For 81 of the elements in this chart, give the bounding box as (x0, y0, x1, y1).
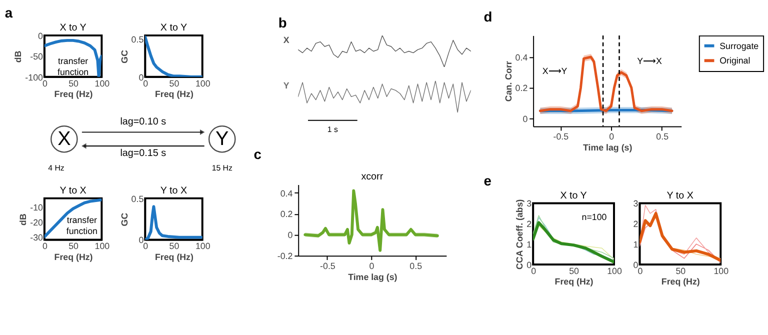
y-tick-label: 0 (288, 230, 293, 240)
annotation: n=100 (582, 212, 607, 222)
x-tick-label: 50 (68, 241, 79, 252)
series-label: X (283, 35, 290, 46)
x-axis-title: Freq (Hz) (554, 276, 594, 287)
text: 1 s (327, 125, 338, 134)
legend-label: Original (720, 56, 750, 66)
text: b (278, 14, 287, 31)
x-tick-label: 100 (714, 266, 729, 276)
x-tick-label: 50 (569, 266, 580, 276)
y-tick-label: -30 (30, 232, 44, 242)
y-tick-label: 0.4 (515, 52, 528, 62)
x-tick-label: 50 (169, 78, 180, 88)
x-axis-title: Time lag (s) (583, 142, 632, 152)
text: e (484, 172, 492, 188)
y-axis-title: CCA Coeff. (abs) (514, 199, 525, 270)
y-tick-label: 0.2 (515, 83, 528, 94)
y-axis-title: GC (119, 212, 130, 226)
text: d (484, 8, 492, 25)
y-tick-label: -50 (30, 52, 44, 62)
series-label: Y (283, 80, 290, 91)
y-tick-label: 0.2 (280, 209, 293, 220)
x-tick-label: 100 (94, 78, 110, 88)
y-tick-label: 3 (526, 198, 532, 209)
x-axis-title: Freq (Hz) (154, 252, 194, 262)
annotation: transfer function (58, 56, 89, 77)
x-tick-label: 100 (94, 241, 110, 252)
y-axis-title: dB (13, 50, 24, 63)
text: lag=0.10 s (120, 116, 166, 128)
x-tick-label: 0.5 (410, 260, 422, 271)
chart-title: xcorr (361, 172, 384, 183)
chart-title: Y to X (60, 185, 87, 196)
y-axis-title: Can. Corr (503, 60, 514, 102)
chart-title: Y to X (666, 190, 694, 202)
x-tick-label: 0 (609, 132, 614, 142)
x-tick-label: 50 (169, 241, 180, 252)
y-tick-label: 0.5 (131, 194, 144, 204)
x-axis-title: Freq (Hz) (54, 89, 93, 100)
x-tick-label: -0.5 (553, 132, 569, 142)
x-tick-label: 100 (195, 78, 210, 88)
x-axis-title: Freq (Hz) (54, 252, 93, 262)
x-tick-label: -0.5 (320, 260, 336, 271)
annotation: transfer function (66, 215, 98, 236)
chart-title: X to Y (60, 22, 87, 34)
x-axis-title: Time lag (s) (348, 272, 398, 282)
y-axis-title: dB (18, 214, 28, 226)
text: X (58, 128, 71, 150)
chart-title: Y to X (160, 185, 188, 196)
x-axis-title: Freq (Hz) (661, 276, 700, 287)
y-tick-label: 0.5 (131, 34, 144, 45)
x-tick-label: 0.5 (656, 132, 669, 142)
legend-label: Surrogate (720, 40, 759, 51)
text: 15 Hz (212, 164, 232, 173)
x-tick-label: 50 (676, 266, 686, 276)
y-tick-label: -100 (25, 72, 43, 82)
text: lag=0.15 s (120, 148, 166, 159)
text: c (254, 146, 262, 162)
x-axis-title: Freq (Hz) (154, 89, 194, 100)
y-tick-label: -10 (30, 202, 44, 213)
y-tick-label: 0 (38, 30, 44, 41)
x-tick-label: 100 (607, 266, 622, 276)
y-tick-label: 2 (526, 219, 532, 230)
y-tick-label: 0 (522, 114, 528, 124)
text: Y (216, 128, 229, 150)
y-tick-label: 1 (526, 240, 532, 250)
y-tick-label: 3 (633, 198, 638, 209)
annotation: X⟶Y (542, 66, 568, 76)
annotation: Y⟶X (637, 56, 662, 66)
y-tick-label: 2 (633, 219, 638, 230)
text: 4 Hz (48, 164, 64, 173)
y-axis-title: GC (119, 49, 130, 64)
text: a (4, 4, 13, 21)
x-tick-label: 0 (369, 260, 374, 271)
chart-title: X to Y (160, 22, 188, 34)
y-tick-label: -20 (30, 217, 44, 228)
x-tick-label: 50 (68, 78, 79, 88)
chart-title: X to Y (560, 190, 588, 202)
y-tick-label: -0.2 (277, 251, 293, 262)
y-tick-label: 0.4 (280, 188, 293, 198)
y-tick-label: 1 (633, 240, 638, 250)
x-tick-label: 100 (195, 241, 210, 252)
